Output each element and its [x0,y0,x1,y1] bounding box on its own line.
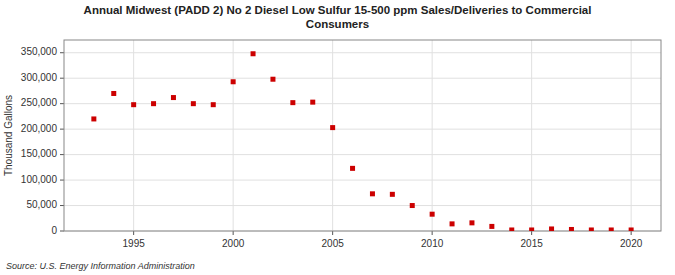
tick [60,103,64,104]
grid [64,40,661,231]
grid-line [64,78,661,79]
point [131,102,136,107]
axes: 0 50,000 100,000 150,000 200,000 250,000 300,0… [21,46,643,249]
plot-frame [64,40,661,231]
tick-label: 0 [51,225,57,236]
points [91,51,633,231]
tick [60,205,64,206]
tick-label: 150,000 [21,148,58,159]
point [251,51,256,56]
tick [133,231,134,235]
plot-area [64,40,661,231]
point [91,116,96,121]
grid-line [64,52,661,53]
point [171,95,176,100]
point [469,220,474,225]
tick-label: 2020 [620,238,643,249]
point [350,166,355,171]
tick [531,231,532,235]
tick [631,231,632,235]
point [529,227,534,231]
point [290,100,295,105]
chart: 0 50,000 100,000 150,000 200,000 250,000 300,0… [0,0,675,275]
point [609,227,614,231]
tick [60,231,64,232]
grid-line [64,154,661,155]
tick [233,231,234,235]
point [310,100,315,105]
tick [432,231,433,235]
grid-line [432,40,433,231]
point [151,101,156,106]
title: Annual Midwest (PADD 2) No 2 Diesel Low … [84,4,592,30]
point [569,227,574,231]
title-line: Consumers [306,18,369,30]
tick-label: 200,000 [21,123,58,134]
annotation: Source: U.S. Energy Information Administ… [6,261,195,271]
point [629,227,634,231]
grid-line [332,40,333,231]
tick-label: 350,000 [21,46,58,57]
tick [60,154,64,155]
grid-line [133,40,134,231]
point [549,226,554,231]
tick [60,129,64,130]
point [191,101,196,106]
grid-line [531,40,532,231]
tick-label: 2000 [222,238,245,249]
title-line: Annual Midwest (PADD 2) No 2 Diesel Low … [84,4,592,16]
tick-label: 50,000 [26,199,57,210]
tick-label: 2010 [421,238,444,249]
tick-label: 1995 [123,238,146,249]
grid-line [64,180,661,181]
point [231,79,236,84]
tick [332,231,333,235]
tick-label: 2005 [322,238,345,249]
grid-line [233,40,234,231]
tick [60,180,64,181]
tick-label: 2015 [521,238,544,249]
grid-line [631,40,632,231]
tick-label: 250,000 [21,97,58,108]
point [410,203,415,208]
point [589,227,594,231]
tick-label: 300,000 [21,72,58,83]
tick-label: 100,000 [21,174,58,185]
point [330,125,335,130]
point [390,192,395,197]
point [270,77,275,82]
point [509,227,514,231]
grid-line [64,129,661,130]
tick [60,52,64,53]
point [370,191,375,196]
point [111,91,116,96]
point [489,224,494,229]
grid-line [64,205,661,206]
point [211,102,216,107]
point [430,212,435,217]
point [450,221,455,226]
tick [60,78,64,79]
y-axis-label: Thousand Gallons [3,95,14,176]
